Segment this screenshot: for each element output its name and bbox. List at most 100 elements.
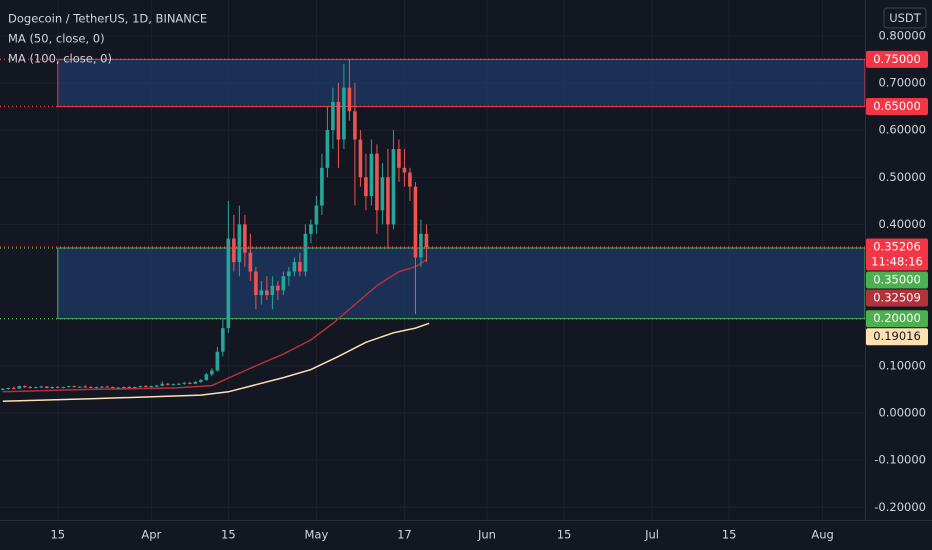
- candle-body: [210, 370, 214, 375]
- candle-body: [358, 139, 363, 178]
- candle-body: [303, 233, 308, 272]
- candle-body: [386, 177, 390, 225]
- y-tick-label: 0.50000: [878, 170, 926, 184]
- candle-body: [391, 148, 396, 225]
- candle-body: [39, 386, 44, 388]
- zone: [57, 58, 866, 108]
- candle-body: [419, 233, 423, 258]
- candle-body: [342, 87, 346, 140]
- legend-entry: MA (100, close, 0): [8, 52, 112, 66]
- ma-line: [2, 322, 430, 402]
- candle-body: [171, 384, 176, 386]
- candle-body: [325, 130, 330, 168]
- candle-body: [116, 387, 121, 389]
- candle-body: [193, 381, 198, 384]
- candle-body: [226, 238, 231, 329]
- candle-body: [237, 224, 242, 263]
- candle-body: [83, 386, 88, 388]
- candle-body: [402, 167, 407, 173]
- axes: 0.80000 0.70000 0.60000 0.50000 0.40000 0.100…: [8, 28, 928, 542]
- price-tag: 0.65000: [866, 98, 928, 116]
- x-tick-label: Jun: [477, 528, 496, 542]
- candle-body: [424, 233, 429, 248]
- price-tag-box: [866, 310, 928, 328]
- x-tick-label: 15: [557, 528, 572, 542]
- x-tick-label: 17: [397, 528, 412, 542]
- x-tick-label: Apr: [141, 528, 161, 542]
- candle-body: [72, 386, 77, 388]
- price-tag: 0.20000: [866, 310, 928, 328]
- candle-body: [259, 290, 264, 296]
- candle-body: [94, 387, 99, 389]
- candle-body: [61, 387, 66, 389]
- candle-body: [298, 262, 302, 272]
- x-tick-label: Jul: [644, 528, 659, 542]
- y-tick-label: 0.60000: [878, 123, 926, 137]
- candle-body: [320, 167, 324, 206]
- candle-body: [177, 383, 181, 385]
- ma-line: [2, 259, 427, 393]
- candle-body: [17, 386, 22, 389]
- candle-body: [188, 382, 192, 384]
- candle-body: [138, 386, 143, 388]
- price-tag-label: 0.35206: [873, 240, 921, 254]
- chart-title: Dogecoin / TetherUS, 1D, BINANCE: [8, 12, 207, 26]
- candle-body: [28, 387, 33, 389]
- candle-body: [204, 374, 209, 380]
- legend-entry: MA (50, close, 0): [8, 32, 105, 46]
- plot-area: [0, 58, 866, 402]
- candle-body: [182, 382, 187, 384]
- candle-body: [314, 205, 319, 225]
- candle-body: [6, 387, 11, 389]
- price-tag-label: 0.35000: [873, 273, 921, 287]
- candle-body: [369, 153, 374, 197]
- currency: USDT: [889, 11, 922, 25]
- candle-body: [413, 186, 418, 258]
- x-tick-label: 15: [221, 528, 236, 542]
- price-tag-box: [866, 238, 928, 271]
- candle-body: [11, 387, 16, 389]
- candle-body: [287, 271, 291, 277]
- candle-body: [105, 386, 110, 388]
- candle-body: [347, 87, 352, 112]
- candle-body: [22, 386, 27, 388]
- price-tag: 0.35000: [866, 271, 928, 289]
- candle-body: [99, 386, 104, 388]
- candle-body: [149, 386, 154, 388]
- price-tag: 0.75000: [866, 50, 928, 68]
- price-tag-label: 0.65000: [873, 99, 921, 113]
- candle-body: [55, 387, 60, 389]
- price-tag: 0.19016: [866, 328, 928, 346]
- price-tag-box: [866, 50, 928, 68]
- price-tag-timer: 11:48:16: [871, 255, 923, 269]
- candle-body: [281, 276, 286, 291]
- candle-body: [88, 387, 93, 389]
- candle-body: [221, 328, 225, 352]
- y-tick-label: 0.00000: [878, 405, 926, 419]
- price-tag: 0.32509: [866, 289, 928, 307]
- candle-body: [50, 387, 55, 389]
- candle-body: [397, 148, 401, 168]
- x-tick-label: Aug: [811, 528, 833, 542]
- candle-body: [232, 238, 236, 263]
- price-tag-label: 0.19016: [873, 329, 921, 343]
- candle-body: [166, 383, 170, 385]
- price-tag-box: [866, 289, 928, 307]
- candle-body: [199, 379, 203, 382]
- price-tag-label: 0.20000: [873, 311, 921, 325]
- price-tag-box: [866, 271, 928, 289]
- candle-body: [144, 386, 148, 388]
- candle-body: [33, 387, 38, 389]
- candle-body: [133, 387, 137, 389]
- candle-body: [127, 387, 132, 389]
- currency-box[interactable]: [883, 7, 927, 29]
- candle-body: [66, 386, 71, 388]
- x-tick-label: May: [305, 528, 329, 542]
- candle-body: [265, 290, 269, 296]
- price-tag-box: [866, 98, 928, 116]
- price-tag-box: [866, 328, 928, 346]
- x-tick-label: 15: [722, 528, 737, 542]
- candle-body: [111, 387, 115, 389]
